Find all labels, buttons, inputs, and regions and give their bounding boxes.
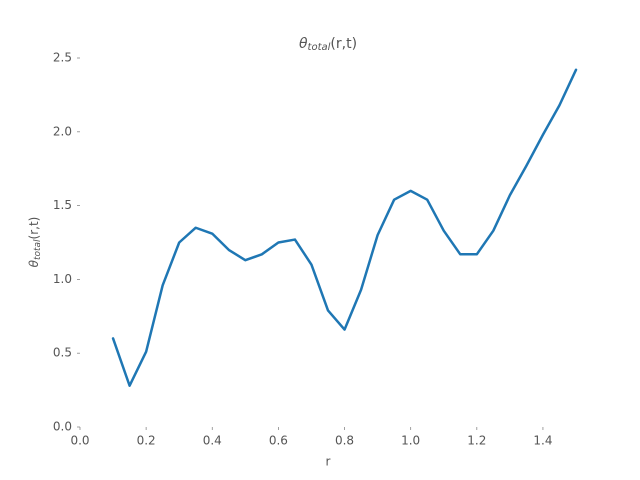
ylabel-symbol: θ	[27, 259, 41, 267]
y-tick-label: 2.0	[53, 124, 72, 138]
x-tick-label: 1.0	[401, 434, 420, 448]
y-tick-label: 1.5	[53, 198, 72, 212]
y-tick-label: 0.0	[53, 420, 72, 434]
title-symbol: θ	[299, 36, 308, 52]
y-axis-label: θtotal(r,t)	[27, 217, 43, 268]
ylabel-subscript: total	[33, 239, 43, 260]
x-tick-label: 0.8	[335, 434, 354, 448]
ylabel-args: (r,t)	[27, 217, 41, 240]
title-subscript: total	[308, 42, 331, 53]
x-axis-label: r	[326, 455, 331, 469]
y-tick-label: 2.5	[53, 51, 72, 65]
y-tick-label: 1.0	[53, 272, 72, 286]
y-tick-label: 0.5	[53, 346, 72, 360]
data-line	[111, 68, 578, 387]
x-tick-label: 1.2	[467, 434, 486, 448]
x-tick-label: 0.2	[137, 434, 156, 448]
x-tick-label: 0.4	[203, 434, 222, 448]
x-tick-label: 0.6	[269, 434, 288, 448]
chart-title: θtotal(r,t)	[299, 36, 357, 53]
x-tick-label: 0.0	[70, 434, 89, 448]
title-args: (r,t)	[330, 36, 357, 52]
x-tick-label: 1.4	[533, 434, 552, 448]
